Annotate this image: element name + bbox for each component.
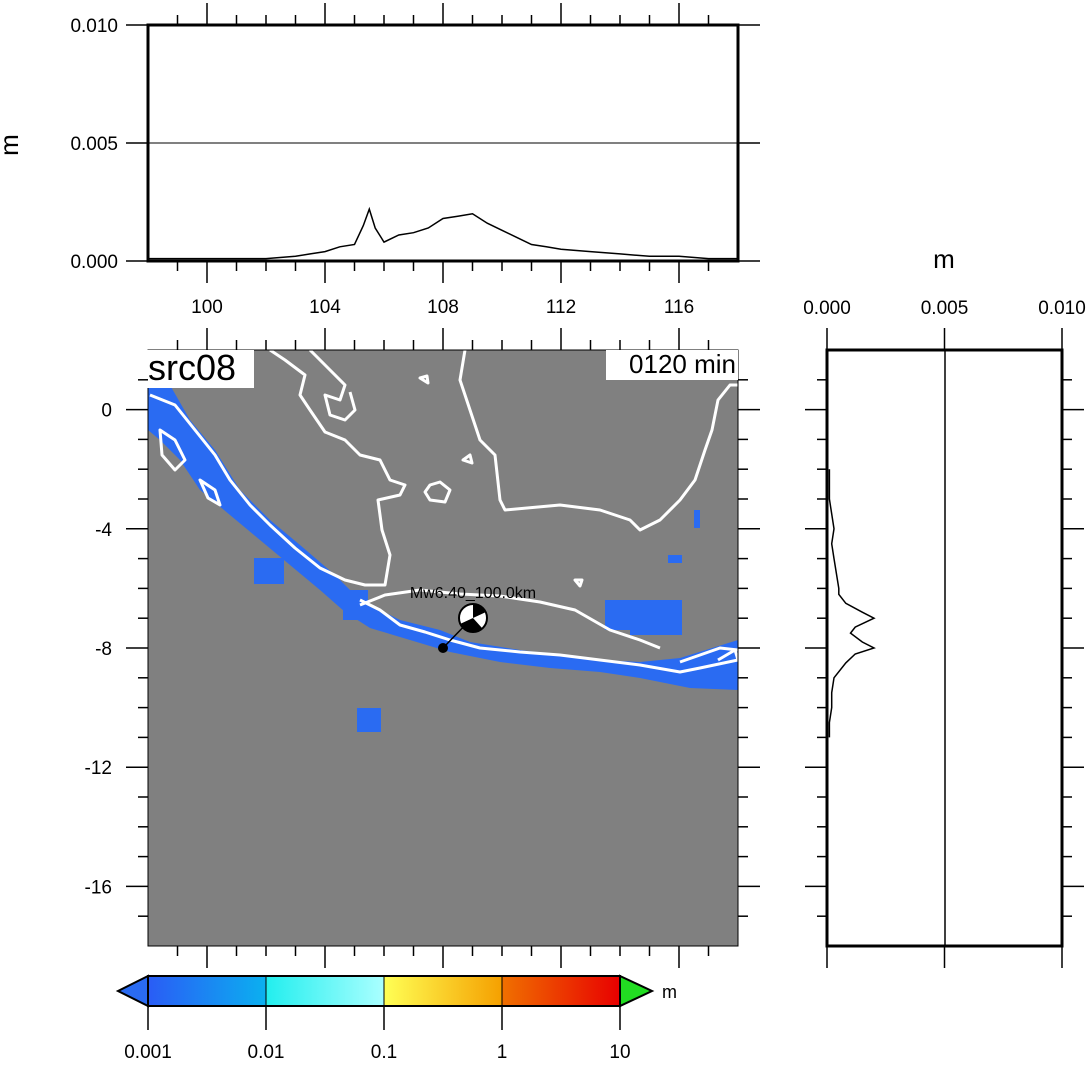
top-amplitude-panel: 0.000 0.005 0.010 100 104 108 112 116 m — [0, 3, 760, 318]
top-panel-y-axis: 0.000 0.005 0.010 — [70, 16, 760, 273]
top-x-tick-label: 104 — [309, 297, 341, 318]
right-x-tick-label: 0.000 — [803, 298, 851, 319]
map-y-tick-label: -16 — [85, 877, 112, 898]
focal-mechanism: Mw6.40_100.0km — [410, 585, 536, 653]
colorbar-ticks: 0.001 0.01 0.1 1 10 — [124, 976, 631, 1063]
right-amplitude-panel: 0.000 0.005 0.010 m — [803, 244, 1086, 968]
epicenter-marker — [438, 643, 448, 653]
mechanism-label: Mw6.40_100.0km — [410, 585, 536, 602]
colorbar-tick-label: 0.001 — [124, 1042, 172, 1063]
colorbar-over-triangle — [619, 974, 655, 1008]
map-content: Mw6.40_100.0km — [148, 350, 738, 732]
top-x-tick-label: 112 — [546, 297, 576, 318]
map-y-tick-label: 0 — [101, 401, 112, 422]
top-panel-y-label: m — [0, 134, 24, 156]
colorbar-tick-label: 1 — [497, 1042, 508, 1063]
top-amplitude-series-line — [148, 206, 738, 260]
map-title-box — [146, 350, 254, 388]
top-y-tick-label: 0.005 — [70, 134, 118, 155]
time-label: 0120 min — [629, 349, 736, 379]
top-panel-x-axis: 100 104 108 112 116 — [176, 3, 710, 318]
top-x-tick-label: 116 — [664, 297, 694, 318]
colorbar-tick-label: 10 — [609, 1042, 630, 1063]
right-panel-y-ticks — [805, 379, 1084, 917]
colorbar-tick-label: 0.1 — [371, 1042, 397, 1063]
top-x-tick-label: 100 — [191, 297, 223, 318]
right-x-tick-label: 0.010 — [1038, 298, 1086, 319]
top-y-tick-label: 0.000 — [70, 252, 118, 273]
colorbar-under-triangle — [115, 974, 149, 1008]
coastlines — [149, 350, 738, 674]
colorbar: 0.001 0.01 0.1 1 10 m — [115, 974, 677, 1063]
right-x-tick-label: 0.005 — [921, 298, 969, 319]
map-x-ticks — [176, 328, 710, 968]
map-panel: Mw6.40_100.0km src08 0120 min 0 -4 -8 -12 -1… — [85, 328, 760, 968]
right-panel-x-label: m — [933, 244, 955, 274]
map-y-tick-label: -4 — [95, 520, 112, 541]
map-title: src08 — [148, 347, 236, 388]
map-y-tick-label: -12 — [85, 758, 112, 779]
colorbar-unit: m — [662, 982, 677, 1002]
time-label-box — [606, 350, 738, 380]
top-y-tick-label: 0.010 — [70, 16, 118, 37]
colorbar-tick-label: 0.01 — [248, 1042, 285, 1063]
map-y-tick-label: -8 — [95, 639, 112, 660]
right-panel-x-axis: 0.000 0.005 0.010 — [803, 298, 1086, 968]
map-y-axis: 0 -4 -8 -12 -16 — [85, 379, 760, 917]
top-x-tick-label: 108 — [427, 297, 459, 318]
right-amplitude-series-line — [828, 469, 876, 738]
